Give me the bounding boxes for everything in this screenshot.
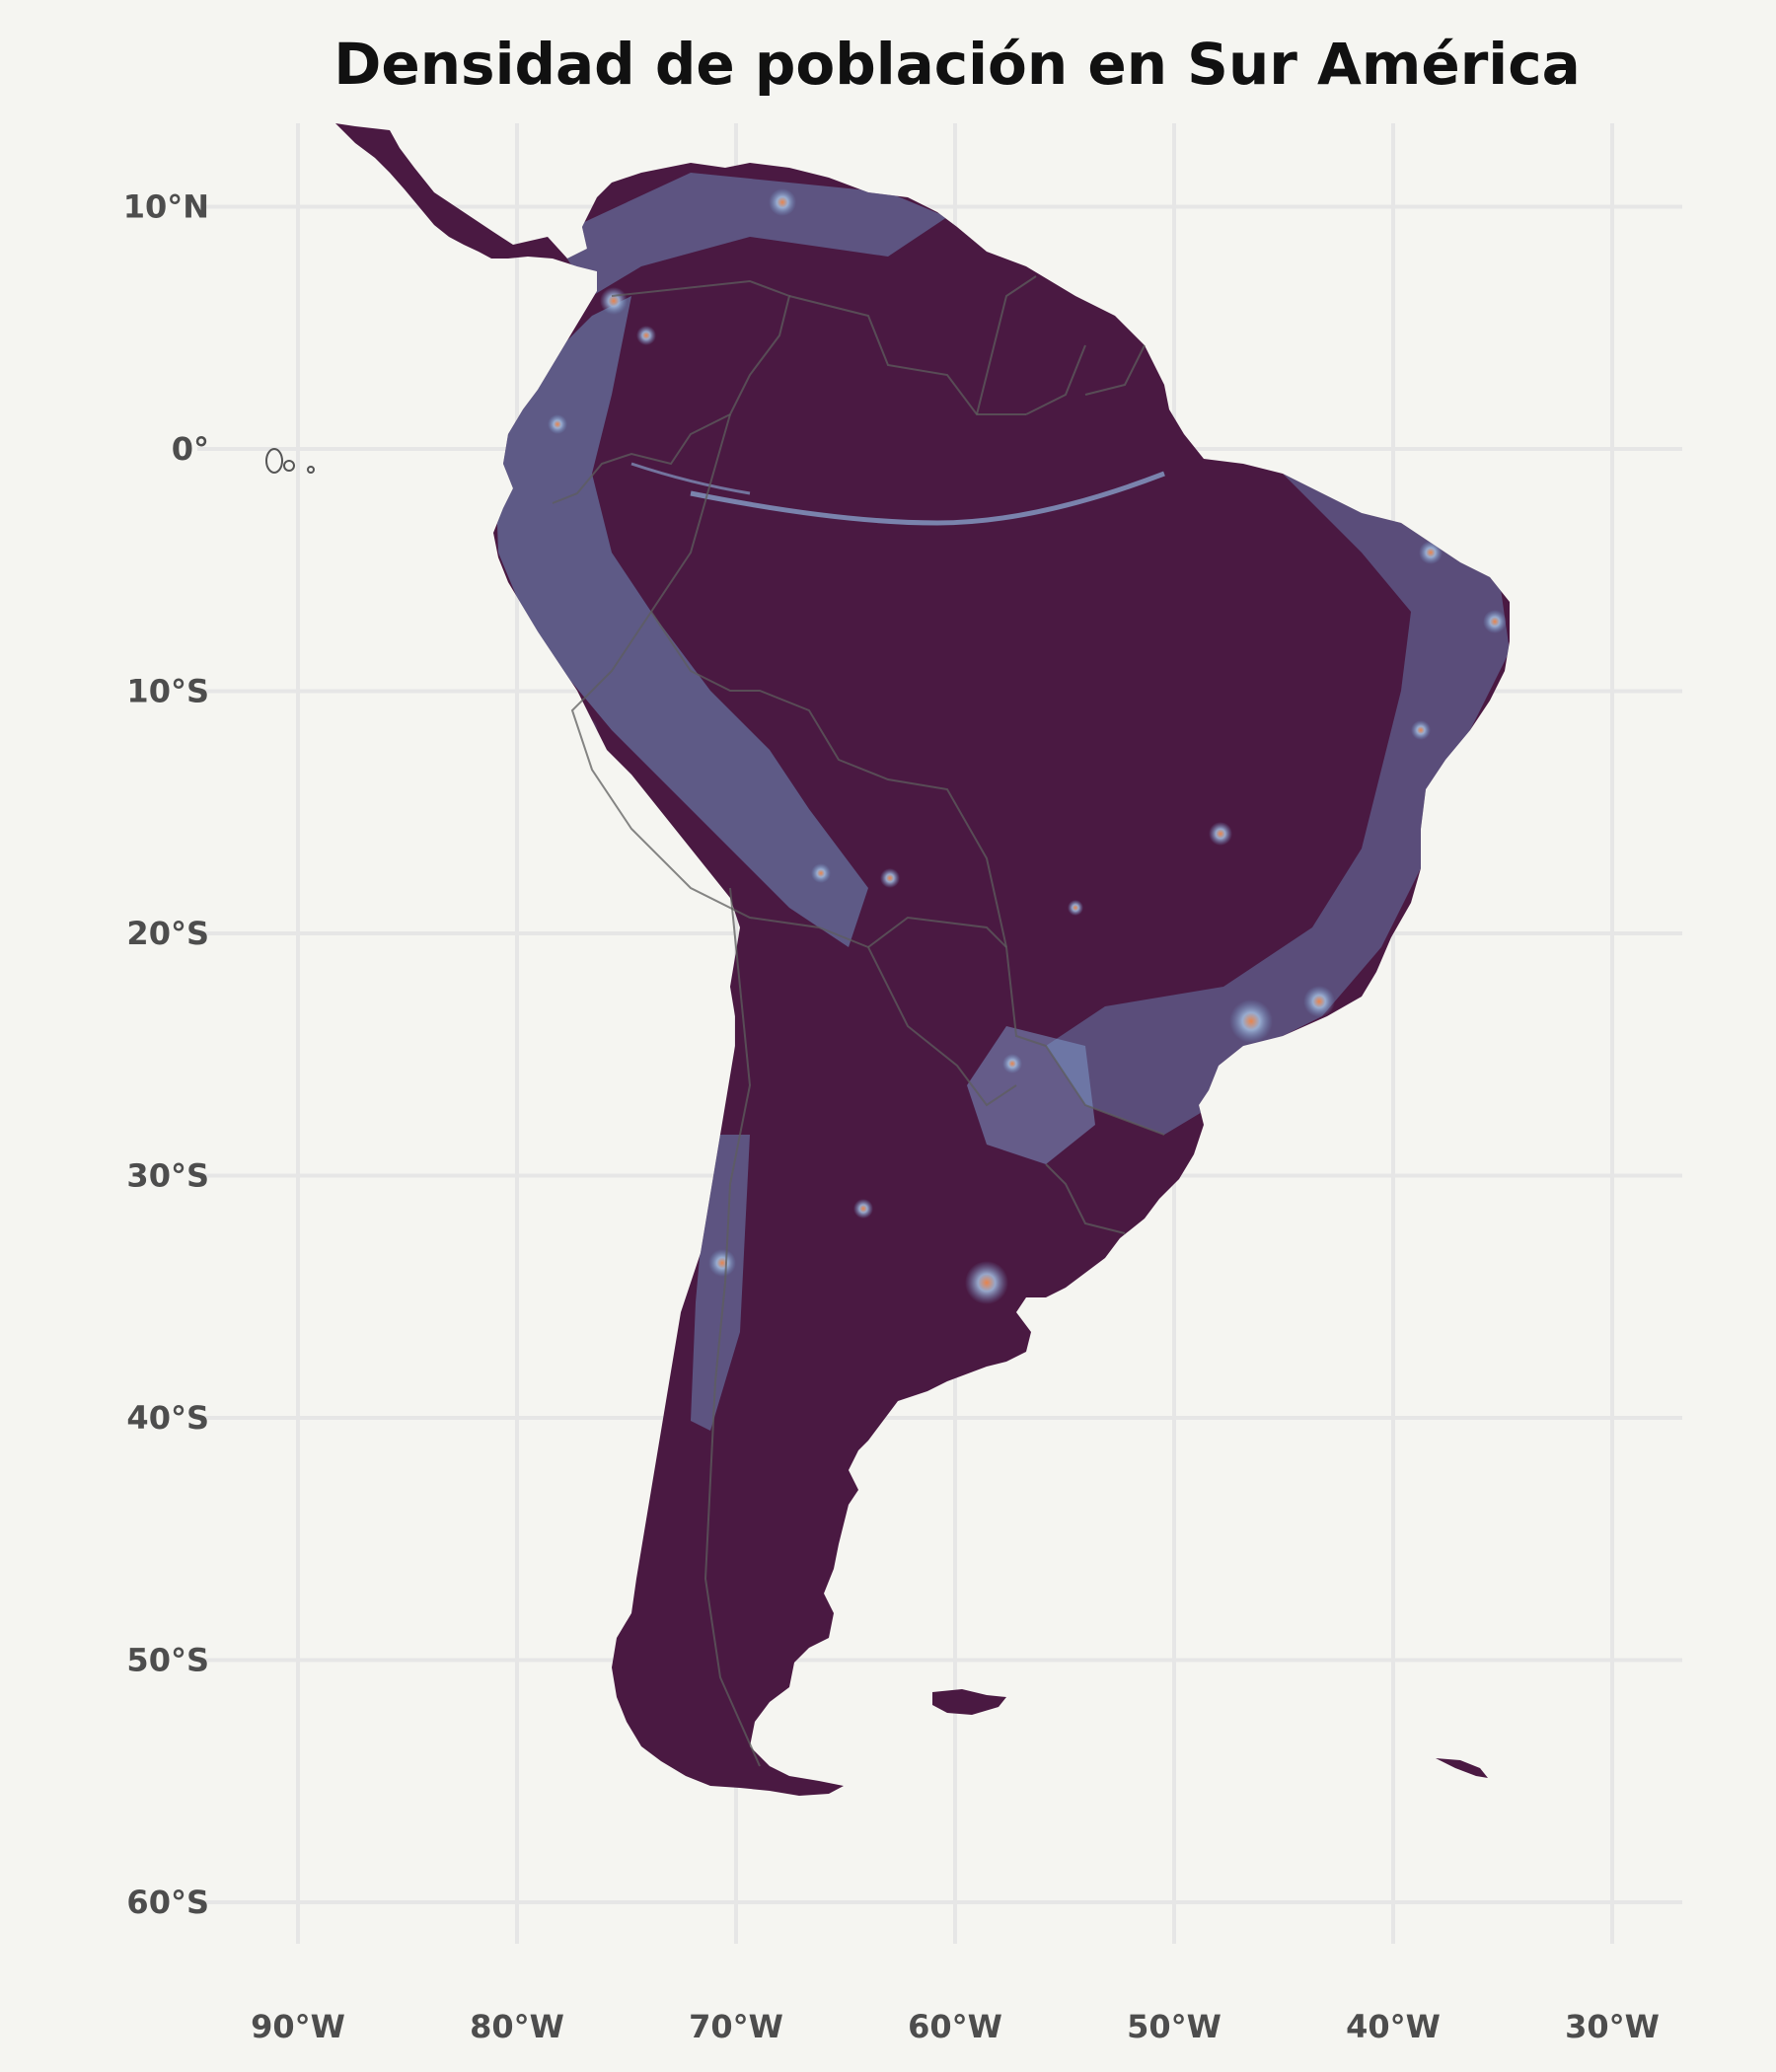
latitude-tick-label: 50°S: [126, 1642, 209, 1679]
south-georgia: [1436, 1758, 1488, 1778]
latitude-tick-label: 0°: [172, 430, 209, 468]
galapagos-islands: [265, 448, 315, 474]
latitude-tick-label: 20°S: [126, 915, 209, 952]
longitude-tick-label: 90°W: [251, 2008, 345, 2045]
longitude-tick-label: 30°W: [1565, 2008, 1660, 2045]
south-america-landmass: [335, 123, 1510, 1796]
density-overlay: [493, 173, 1510, 1431]
longitude-labels: 90°W 80°W 70°W 60°W 50°W 40°W 30°W: [251, 2008, 1660, 2045]
longitude-tick-label: 80°W: [470, 2008, 564, 2045]
map-title: Densidad de población en Sur América: [333, 31, 1580, 98]
country-borders: [552, 275, 1165, 1767]
latitude-tick-label: 10°N: [123, 188, 209, 226]
latitude-tick-label: 40°S: [126, 1399, 209, 1437]
longitude-tick-label: 70°W: [689, 2008, 783, 2045]
longitude-tick-label: 60°W: [908, 2008, 1002, 2045]
falkland-islands: [932, 1689, 1006, 1715]
latitude-tick-label: 30°S: [126, 1157, 209, 1195]
longitude-tick-label: 50°W: [1127, 2008, 1221, 2045]
latitude-labels: 10°N 0° 10°S 20°S 30°S 40°S 50°S 60°S: [123, 188, 209, 1922]
longitude-tick-label: 40°W: [1346, 2008, 1441, 2045]
latitude-tick-label: 60°S: [126, 1884, 209, 1921]
latitude-tick-label: 10°S: [126, 673, 209, 710]
